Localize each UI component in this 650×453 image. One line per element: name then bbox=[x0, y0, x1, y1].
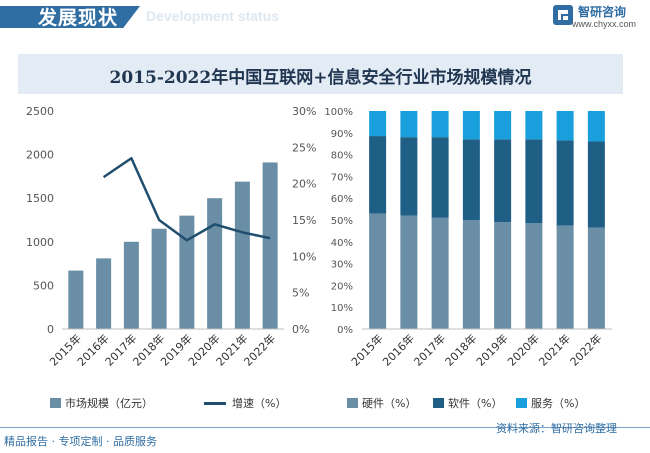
section-subtitle: Development status bbox=[146, 8, 280, 24]
market-size-bar bbox=[96, 258, 112, 329]
right-y-tick-label: 20% bbox=[292, 178, 316, 191]
software-segment bbox=[431, 137, 449, 218]
right-y-tick-label: 5% bbox=[292, 287, 309, 300]
service-segment bbox=[462, 111, 480, 140]
stacked-y-tick-label: 60% bbox=[331, 194, 353, 205]
stacked-y-tick-label: 0% bbox=[337, 325, 353, 336]
section-title: 发展现状 bbox=[38, 7, 119, 29]
legend-line-swatch bbox=[204, 401, 226, 405]
legend-service-label: 服务（%） bbox=[531, 397, 586, 410]
right-y-tick-label: 30% bbox=[292, 105, 316, 118]
market-size-bar bbox=[207, 198, 223, 329]
right-x-tick-label: 2016年 bbox=[380, 331, 417, 368]
footer-tagline: 精品报告 · 专项定制 · 品质服务 bbox=[4, 435, 157, 448]
right-x-tick-label: 2017年 bbox=[411, 331, 448, 368]
hardware-segment bbox=[400, 215, 418, 329]
right-x-tick-label: 2021年 bbox=[536, 331, 573, 368]
left-y-tick-label: 500 bbox=[33, 279, 54, 292]
legend-hardware-label: 硬件（%） bbox=[362, 397, 417, 410]
brand-logo-icon bbox=[553, 5, 573, 25]
right-x-tick-label: 2019年 bbox=[473, 331, 510, 368]
service-segment bbox=[525, 111, 543, 140]
service-segment bbox=[431, 111, 449, 138]
left-y-tick-label: 2500 bbox=[26, 105, 54, 118]
left-y-tick-label: 1500 bbox=[26, 192, 54, 205]
hardware-segment bbox=[525, 223, 543, 329]
header: 发展现状 Development status 智研咨询 www.chyxx.c… bbox=[0, 0, 650, 34]
left-x-tick-label: 2022年 bbox=[241, 331, 278, 368]
legend-hardware: 硬件（%） bbox=[347, 395, 416, 411]
software-segment bbox=[525, 139, 543, 224]
stacked-y-tick-label: 70% bbox=[331, 172, 353, 183]
software-segment bbox=[494, 139, 512, 223]
stacked-y-tick-label: 90% bbox=[331, 129, 353, 140]
market-size-bar bbox=[68, 270, 84, 329]
right-x-tick-label: 2015年 bbox=[348, 331, 385, 368]
market-size-bar bbox=[151, 228, 167, 329]
legend-bar-swatch bbox=[50, 398, 61, 408]
brand-name: 智研咨询 bbox=[578, 5, 627, 19]
legend-software-swatch bbox=[433, 398, 444, 408]
right-y-tick-label: 10% bbox=[292, 250, 316, 263]
service-segment bbox=[556, 111, 574, 141]
chart-title-band: 2015-2022年中国互联网+信息安全行业市场规模情况 bbox=[18, 54, 623, 94]
software-segment bbox=[400, 137, 418, 216]
right-y-tick-label: 25% bbox=[292, 141, 316, 154]
legend-software-label: 软件（%） bbox=[448, 397, 503, 410]
footer-divider bbox=[0, 427, 650, 428]
legend-market-size: 市场规模（亿元） bbox=[50, 395, 153, 411]
legend-hardware-swatch bbox=[347, 398, 358, 408]
brand-url: www.chyxx.com bbox=[572, 19, 637, 29]
market-size-bar bbox=[262, 162, 278, 329]
market-size-bar bbox=[234, 181, 250, 329]
hardware-segment bbox=[587, 227, 605, 329]
software-segment bbox=[462, 139, 480, 220]
hardware-segment bbox=[494, 222, 512, 329]
market-size-bar bbox=[179, 215, 195, 329]
market-size-bar bbox=[123, 241, 139, 329]
service-segment bbox=[369, 111, 387, 137]
hardware-segment bbox=[369, 213, 387, 329]
left-y-tick-label: 0 bbox=[47, 323, 54, 336]
stacked-y-tick-label: 50% bbox=[331, 216, 353, 227]
service-segment bbox=[494, 111, 512, 140]
software-segment bbox=[369, 136, 387, 214]
right-y-tick-label: 15% bbox=[292, 214, 316, 227]
stacked-y-tick-label: 40% bbox=[331, 238, 353, 249]
legend-growth-label: 增速（%） bbox=[232, 397, 287, 410]
software-segment bbox=[556, 140, 574, 226]
legend-growth: 增速（%） bbox=[204, 395, 286, 411]
stacked-y-tick-label: 100% bbox=[324, 107, 353, 118]
legend-service-swatch bbox=[516, 398, 527, 408]
chart-title: 2015-2022年中国互联网+信息安全行业市场规模情况 bbox=[109, 68, 532, 88]
software-segment bbox=[587, 141, 605, 228]
legend-market-size-label: 市场规模（亿元） bbox=[65, 397, 153, 410]
legend-software: 软件（%） bbox=[433, 395, 502, 411]
stacked-y-tick-label: 30% bbox=[331, 260, 353, 271]
right-y-tick-label: 0% bbox=[292, 323, 309, 336]
stacked-y-tick-label: 10% bbox=[331, 303, 353, 314]
growth-rate-line bbox=[102, 156, 271, 242]
legend-service: 服务（%） bbox=[516, 395, 585, 411]
left-y-tick-label: 2000 bbox=[26, 149, 54, 162]
hardware-segment bbox=[462, 220, 480, 329]
stacked-y-tick-label: 20% bbox=[331, 281, 353, 292]
stacked-y-tick-label: 80% bbox=[331, 151, 353, 162]
service-segment bbox=[400, 111, 418, 138]
right-x-tick-label: 2020年 bbox=[505, 331, 542, 368]
right-x-tick-label: 2022年 bbox=[567, 331, 604, 368]
right-x-tick-label: 2018年 bbox=[442, 331, 479, 368]
hardware-segment bbox=[556, 225, 574, 329]
header-banner bbox=[0, 6, 140, 28]
hardware-segment bbox=[431, 217, 449, 329]
left-y-tick-label: 1000 bbox=[26, 236, 54, 249]
data-source: 资料来源：智研咨询整理 bbox=[496, 422, 617, 435]
service-segment bbox=[587, 111, 605, 142]
